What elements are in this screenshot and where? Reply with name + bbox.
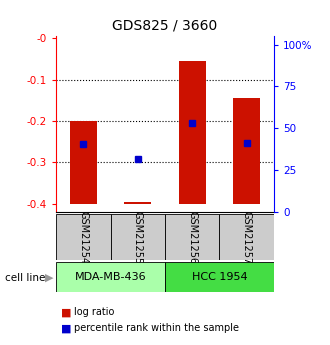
Bar bbox=[56, 262, 165, 292]
Text: log ratio: log ratio bbox=[74, 307, 115, 317]
FancyBboxPatch shape bbox=[111, 214, 165, 260]
Text: GSM21256: GSM21256 bbox=[187, 211, 197, 264]
Text: ▶: ▶ bbox=[45, 273, 53, 283]
Bar bbox=[165, 262, 274, 292]
Bar bbox=[179, 61, 206, 204]
Text: HCC 1954: HCC 1954 bbox=[192, 272, 247, 282]
Text: MDA-MB-436: MDA-MB-436 bbox=[75, 272, 147, 282]
Text: ■: ■ bbox=[61, 307, 72, 317]
Text: GSM21257: GSM21257 bbox=[242, 210, 252, 264]
Text: GSM21254: GSM21254 bbox=[78, 211, 88, 264]
Bar bbox=[70, 121, 97, 204]
Text: ■: ■ bbox=[61, 324, 72, 333]
FancyBboxPatch shape bbox=[165, 214, 219, 260]
Text: GDS825 / 3660: GDS825 / 3660 bbox=[113, 19, 217, 33]
Bar bbox=[233, 98, 260, 204]
Bar bbox=[124, 202, 151, 204]
FancyBboxPatch shape bbox=[56, 214, 111, 260]
FancyBboxPatch shape bbox=[219, 214, 274, 260]
Text: GSM21255: GSM21255 bbox=[133, 210, 143, 264]
Text: percentile rank within the sample: percentile rank within the sample bbox=[74, 324, 239, 333]
Text: cell line: cell line bbox=[5, 273, 45, 283]
